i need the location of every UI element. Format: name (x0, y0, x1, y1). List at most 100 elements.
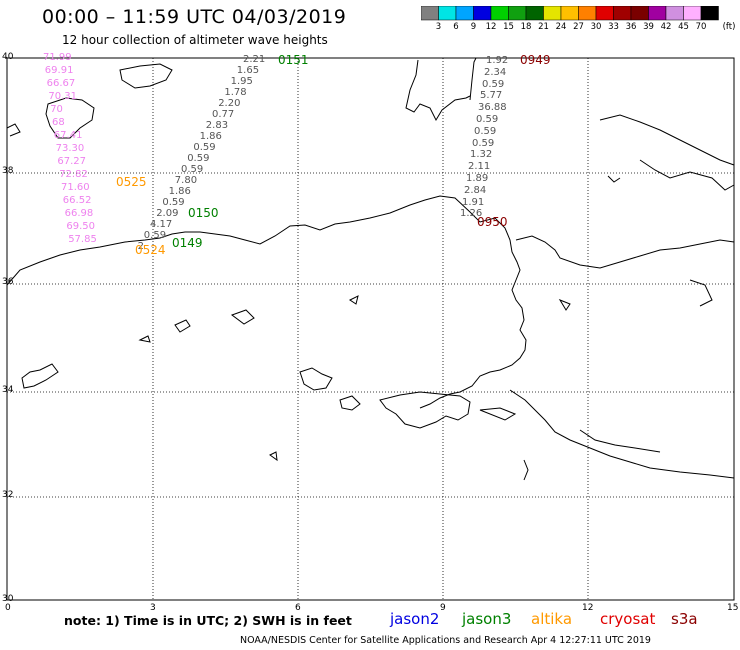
colorbar-swatch (630, 6, 649, 21)
wave-height-label: 36.88 (478, 102, 507, 114)
colorbar-swatch (665, 6, 684, 21)
wave-height-label: 1.86 (199, 131, 222, 142)
wave-height-label: 67.27 (57, 156, 87, 167)
wave-height-label: 0.59 (187, 153, 210, 164)
gridlines (7, 58, 734, 600)
wave-height-label: 0.59 (143, 230, 167, 241)
colorbar-swatch (613, 6, 632, 21)
legend-altika: altika (531, 610, 573, 628)
pass-time-label: 0525 (116, 175, 147, 189)
wave-height-label: 7.80 (174, 175, 198, 186)
wave-height-label: 57.85 (68, 234, 97, 245)
wave-height-label: 1.65 (236, 65, 260, 76)
wave-height-label: 71.99 (43, 52, 72, 63)
lat-label-38: 38 (2, 166, 14, 176)
lon-label-9: 9 (440, 603, 446, 613)
footer-note: note: 1) Time is in UTC; 2) SWH is in fe… (64, 613, 352, 628)
wave-height-label: 1.89 (466, 173, 489, 184)
wave-height-label: 71.60 (61, 182, 90, 193)
colorbar-swatch (438, 6, 457, 21)
legend-jason3: jason3 (462, 610, 512, 628)
wave-height-label: 5.77 (480, 90, 503, 102)
colorbar-tick-label: 45 (678, 22, 689, 32)
colorbar-tick-label: 70 (695, 22, 707, 32)
lat-label-34: 34 (2, 385, 14, 395)
wave-height-label: 1.26 (460, 208, 483, 220)
wave-height-label: 0.59 (482, 78, 505, 90)
colorbar-tick-label: 18 (520, 22, 532, 32)
colorbar-tick-label: 15 (503, 22, 514, 32)
wave-height-label: 70.31 (48, 91, 78, 102)
lat-label-32: 32 (2, 490, 14, 500)
colorbar-labels: 3 6 9 12 15 18 21 24 27 30 33 36 39 42 45 70 (ft) (421, 22, 740, 34)
wave-height-label: 0.77 (212, 109, 235, 120)
pass-time-label: 0150 (188, 206, 219, 220)
colorbar-tick-label: 33 (608, 22, 619, 32)
colorbar-swatch (648, 6, 667, 21)
lon-label-15: 15 (727, 603, 739, 613)
wave-height-label: 1.91 (462, 196, 485, 208)
colorbar-swatch (455, 6, 474, 21)
wave-height-label: 69.91 (44, 65, 74, 76)
colorbar-swatch (578, 6, 597, 21)
legend-s3a: s3a (671, 610, 698, 628)
wave-height-label: 1.95 (230, 76, 253, 87)
coastlines (6, 57, 735, 481)
map-subtitle: 12 hour collection of altimeter wave hei… (62, 33, 328, 47)
colorbar-tick-label: 9 (470, 22, 477, 32)
swh-colorbar (421, 6, 719, 21)
wave-height-label: 1.32 (470, 149, 493, 161)
wave-height-label: 0.59 (193, 142, 216, 153)
credit-line: NOAA/NESDIS Center for Satellite Applica… (240, 635, 651, 646)
colorbar-swatch (421, 6, 439, 21)
wave-height-label: 66.52 (62, 195, 92, 206)
colorbar-unit-label: (ft) (722, 22, 736, 32)
wave-height-label: 2.21 (243, 54, 266, 65)
wave-height-label: 0.59 (162, 197, 185, 208)
colorbar-swatch (473, 6, 492, 21)
pass-time-label: 0949 (520, 53, 551, 67)
colorbar-tick-label: 39 (643, 22, 654, 32)
lat-label-30: 30 (2, 594, 14, 604)
wave-height-label: 0.59 (181, 164, 204, 175)
wave-height-label: 2.11 (468, 161, 491, 173)
lon-label-12: 12 (582, 603, 594, 613)
wave-height-label: 1.86 (168, 186, 191, 197)
wave-height-label: 69.50 (66, 221, 96, 232)
colorbar-tick-label: 3 (435, 22, 442, 32)
pass-time-label: 0149 (172, 236, 203, 250)
colorbar-swatch (543, 6, 562, 21)
colorbar-tick-label: 30 (590, 22, 602, 32)
colorbar-swatch (700, 6, 719, 21)
colorbar-tick-label: 6 (453, 22, 459, 32)
wave-height-label: 2.84 (464, 184, 487, 196)
colorbar-swatch (595, 6, 614, 21)
colorbar-swatch (525, 6, 544, 21)
pass-time-label: 0950 (477, 215, 508, 229)
wave-height-label: 70 (50, 104, 63, 115)
colorbar-swatch (490, 6, 509, 21)
wave-height-label: 2.83 (205, 120, 229, 131)
colorbar-swatch (508, 6, 527, 21)
wave-height-label: 66.98 (64, 208, 94, 219)
colorbar-tick-label: 12 (485, 22, 497, 32)
wave-height-label: 1.92 (486, 55, 509, 66)
pass-time-label: 0151 (278, 53, 309, 67)
colorbar-tick-label: 24 (555, 22, 567, 32)
wave-height-label: 68 (52, 117, 65, 128)
wave-height-label: 1.78 (224, 87, 247, 98)
map-title: 00:00 – 11:59 UTC 04/03/2019 (42, 6, 347, 28)
wave-height-label: 0.59 (476, 114, 499, 125)
wave-height-label: 66.67 (46, 78, 76, 89)
wave-height-label: 0.59 (474, 125, 497, 137)
legend-jason2: jason2 (390, 610, 440, 628)
wave-height-label: 67.41 (53, 130, 83, 141)
lon-label-3: 3 (150, 603, 156, 613)
map-frame (6, 57, 735, 601)
colorbar-swatch (560, 6, 579, 21)
wave-height-label: 2 (137, 241, 144, 252)
colorbar-tick-label: 36 (625, 22, 637, 32)
colorbar-tick-label: 27 (573, 22, 584, 32)
lon-label-0: 0 (5, 603, 11, 613)
